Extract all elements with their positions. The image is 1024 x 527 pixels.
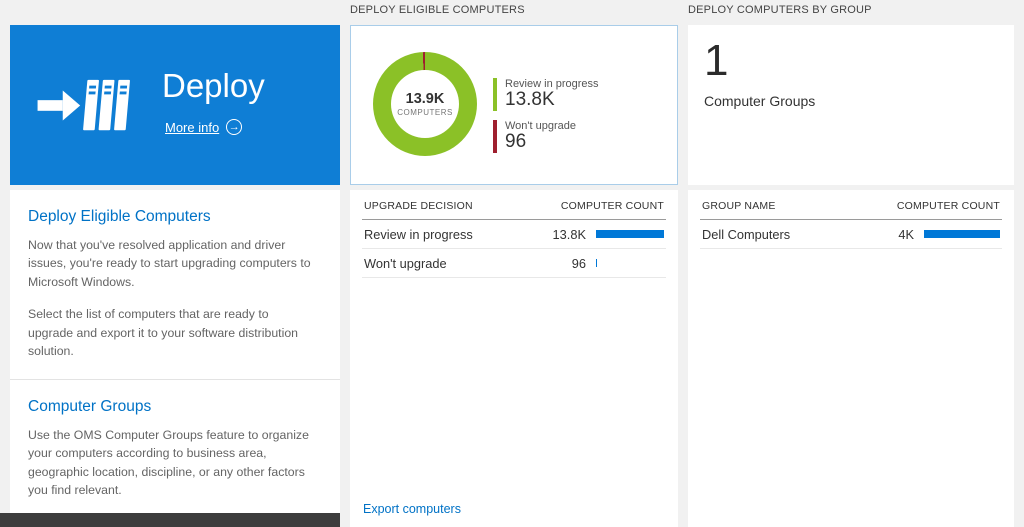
row-bar <box>596 230 664 238</box>
legend-value: 96 <box>505 130 527 152</box>
section-deploy-eligible: Deploy Eligible Computers Now that you'v… <box>10 190 340 380</box>
table-header: UPGRADE DECISION COMPUTER COUNT <box>362 190 666 220</box>
row-label: Won't upgrade <box>364 255 447 271</box>
middle-column-header: DEPLOY ELIGIBLE COMPUTERS <box>350 4 525 16</box>
table-header: GROUP NAME COMPUTER COUNT <box>700 190 1002 220</box>
legend-value: 13.8K <box>505 89 555 110</box>
footer-strip <box>0 513 340 527</box>
legend-item-review-in-progress: Review in progress 13.8K <box>493 78 599 111</box>
row-label: Review in progress <box>364 226 473 242</box>
row-value: 96 <box>571 255 586 271</box>
arrow-right-circle-icon: → <box>226 119 243 135</box>
row-bar-track <box>924 230 1000 238</box>
legend-color-green <box>493 78 497 111</box>
computers-by-group-table: GROUP NAME COMPUTER COUNT Dell Computers… <box>688 190 1014 527</box>
legend-color-red <box>493 119 497 153</box>
column-header-computer-count: COMPUTER COUNT <box>896 200 1000 212</box>
row-value: 4K <box>898 226 914 242</box>
table-row-review-in-progress[interactable]: Review in progress 13.8K <box>362 220 666 249</box>
section-paragraph: Now that you've resolved application and… <box>28 238 311 289</box>
section-paragraph: Use the OMS Computer Groups feature to o… <box>28 427 309 497</box>
row-bar <box>924 230 1000 238</box>
deploy-tile: Deploy More info → <box>10 25 340 185</box>
donut-legend: Review in progress 13.8K Won't upgrade 9… <box>493 78 599 153</box>
row-label: Dell Computers <box>702 226 791 242</box>
row-bar <box>596 259 598 267</box>
table-row-dell-computers[interactable]: Dell Computers 4K <box>700 220 1002 249</box>
row-bar-track <box>596 259 664 267</box>
export-computers-link[interactable]: Export computers <box>363 502 461 516</box>
row-value: 13.8K <box>552 226 586 242</box>
donut-chart: 13.9K COMPUTERS <box>373 52 477 156</box>
column-header-computer-count: COMPUTER COUNT <box>560 200 664 212</box>
legend-label: Review in progress <box>505 78 599 90</box>
right-column-header: DEPLOY COMPUTERS BY GROUP <box>688 4 872 16</box>
donut-center: 13.9K COMPUTERS <box>391 70 459 138</box>
column-header-upgrade-decision: UPGRADE DECISION <box>364 200 473 212</box>
legend-label: Won't upgrade <box>505 119 577 132</box>
group-count-label: Computer Groups <box>704 93 816 110</box>
upgrade-decision-table: UPGRADE DECISION COMPUTER COUNT Review i… <box>350 190 678 527</box>
legend-item-wont-upgrade: Won't upgrade 96 <box>493 119 599 153</box>
section-heading-deploy-eligible: Deploy Eligible Computers <box>28 208 211 225</box>
column-header-group-name: GROUP NAME <box>702 200 776 212</box>
table-row-wont-upgrade[interactable]: Won't upgrade 96 <box>362 249 666 278</box>
description-card: Deploy Eligible Computers Now that you'v… <box>10 190 340 513</box>
more-info-link[interactable]: More info → <box>165 119 243 135</box>
group-count-value: 1 <box>704 36 729 85</box>
donut-center-label: COMPUTERS <box>397 108 453 117</box>
row-bar-track <box>596 230 664 238</box>
deploy-arrow-books-icon <box>37 79 130 131</box>
section-heading-computer-groups: Computer Groups <box>28 397 152 415</box>
donut-center-value: 13.9K <box>405 91 445 107</box>
computer-groups-tile[interactable]: 1 Computer Groups <box>688 25 1014 185</box>
more-info-label: More info <box>165 119 220 135</box>
eligible-computers-tile[interactable]: 13.9K COMPUTERS Review in progress 13.8K… <box>350 25 678 185</box>
section-paragraph: Select the list of computers that are re… <box>28 307 299 359</box>
section-computer-groups: Computer Groups Use the OMS Computer Gro… <box>10 380 340 513</box>
tile-title: Deploy <box>162 67 265 104</box>
